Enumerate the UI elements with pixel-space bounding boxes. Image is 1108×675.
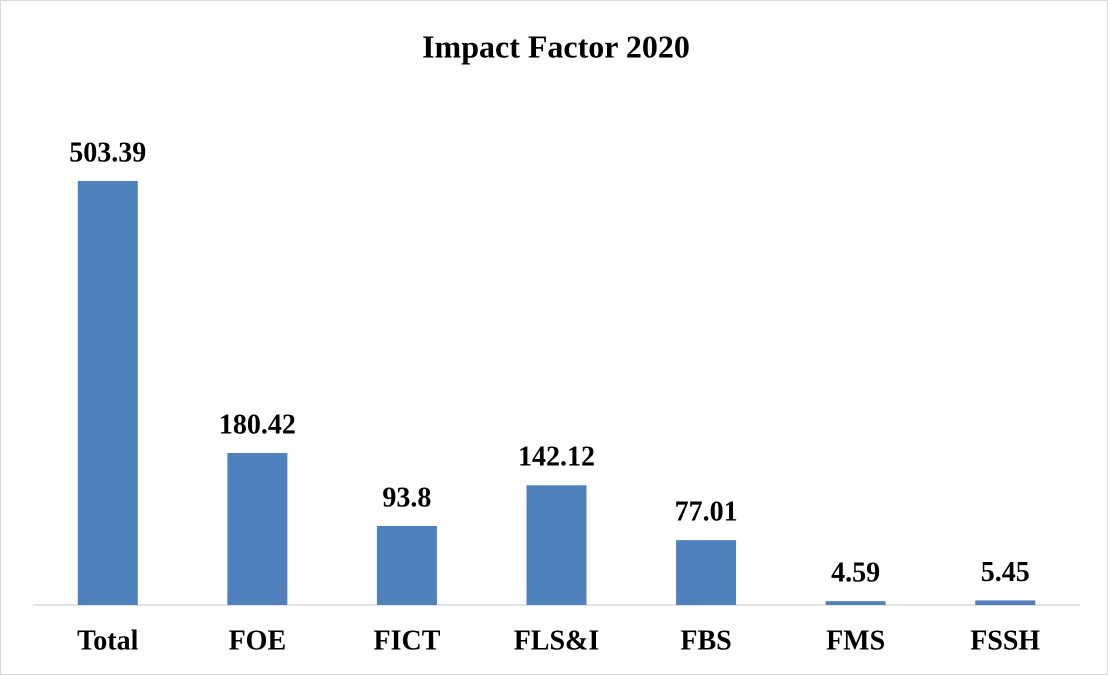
x-tick-label: FLS&I: [514, 625, 600, 656]
data-label: 180.42: [219, 409, 296, 440]
bar: [77, 181, 138, 605]
bar: [825, 601, 886, 605]
x-tick-label: FMS: [826, 625, 885, 656]
data-label: 503.39: [69, 137, 146, 168]
x-tick-label: FBS: [680, 625, 731, 656]
data-label: 142.12: [518, 442, 595, 473]
x-tick-label: FOE: [229, 625, 287, 656]
bar: [676, 540, 737, 605]
data-label: 93.8: [382, 482, 431, 513]
bar: [975, 600, 1036, 605]
x-tick-label: Total: [77, 625, 138, 656]
data-label: 4.59: [831, 558, 880, 589]
bar: [526, 485, 587, 605]
chart-title: Impact Factor 2020: [422, 28, 690, 64]
data-label: 5.45: [981, 557, 1030, 588]
x-tick-label: FICT: [373, 625, 440, 656]
x-tick-label: FSSH: [970, 625, 1040, 656]
bar: [227, 453, 288, 605]
data-label: 77.01: [675, 497, 738, 528]
bar: [376, 525, 437, 605]
